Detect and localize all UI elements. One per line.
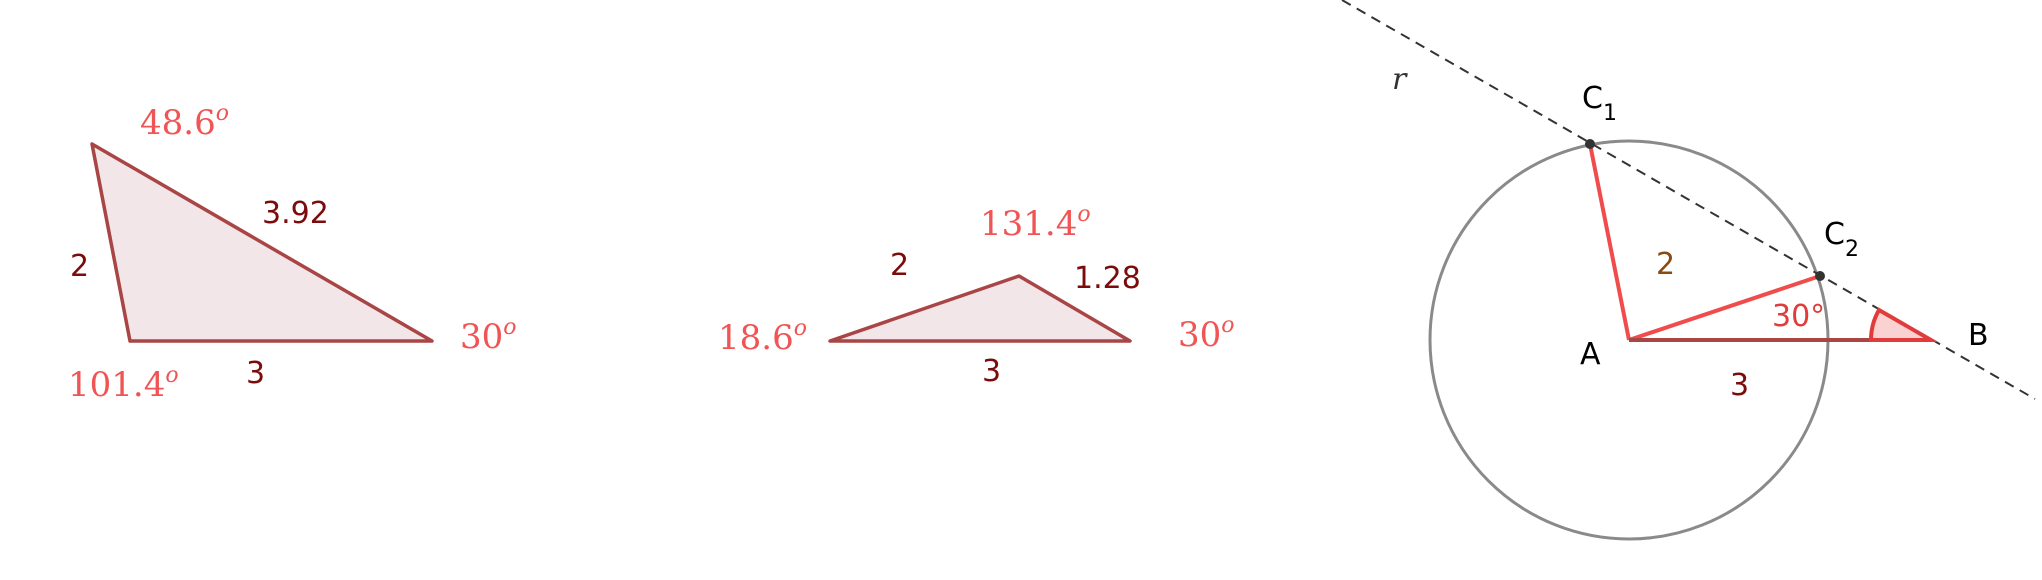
triangle-2-side-bottom: 3 (982, 354, 1001, 389)
angle-b-sector (1868, 307, 1939, 342)
triangle-1-angle-top: 48.6o (140, 101, 229, 143)
point-b-label: B (1968, 318, 1989, 353)
triangle-1-side-left: 2 (70, 249, 89, 284)
triangle-2-side-left: 2 (890, 248, 909, 283)
segment-a-c1 (1588, 143, 1631, 341)
triangle-1-angle-right: 30o (460, 315, 517, 357)
point-c1 (1585, 139, 1595, 149)
triangle-1: 48.6o 101.4o 30o 2 3.92 3 (68, 101, 517, 405)
point-c2-label: C2 (1824, 217, 1859, 262)
triangle-2-shape (828, 274, 1132, 343)
point-c2 (1815, 271, 1825, 281)
triangle-2-angle-left: 18.6o (718, 316, 807, 358)
triangle-2-angle-right: 30o (1178, 313, 1235, 355)
triangle-1-angle-bottom-left: 101.4o (68, 363, 179, 405)
triangle-1-shape (90, 142, 434, 343)
point-a-label: A (1580, 337, 1601, 372)
base-label: 3 (1730, 368, 1749, 403)
triangle-1-side-bottom: 3 (246, 356, 265, 391)
point-c1-label: C1 (1582, 81, 1617, 126)
radius-label: 2 (1656, 247, 1675, 282)
triangle-2-angle-top: 131.4o (980, 202, 1091, 244)
construction: r C1 C2 A B 2 3 30° (1341, 0, 2036, 541)
triangle-2: 131.4o 18.6o 30o 2 1.28 3 (718, 202, 1235, 389)
triangle-1-side-hyp: 3.92 (262, 196, 329, 231)
triangle-2-side-right: 1.28 (1074, 261, 1141, 296)
line-r-label: r (1392, 62, 1408, 97)
angle-30-label: 30° (1772, 299, 1825, 334)
segment-a-c2 (1628, 274, 1821, 342)
